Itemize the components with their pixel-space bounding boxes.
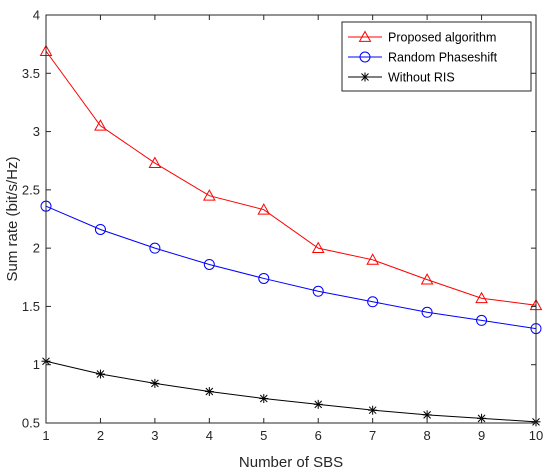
y-tick-label: 1.5 [22, 299, 40, 314]
y-tick-label: 2.5 [22, 182, 40, 197]
legend-marker-random-phaseshift [359, 51, 371, 63]
asterisk-stroke [423, 410, 431, 419]
x-tick-label: 1 [42, 428, 49, 443]
y-tick-label: 1 [33, 357, 40, 372]
data-point-random-phaseshift [476, 314, 488, 326]
data-point-random-phaseshift [258, 272, 270, 284]
legend: Proposed algorithm Random Phaseshift Witho… [341, 21, 532, 92]
legend-marker-proposed-algorithm [358, 30, 372, 42]
legend-label-without-ris: Without RIS [388, 71, 455, 85]
data-point-without-ris [422, 410, 432, 420]
data-point-proposed-algorithm [202, 189, 216, 201]
data-point-proposed-algorithm [475, 291, 488, 304]
x-tick-label: 5 [260, 428, 267, 443]
x-tick-label: 10 [529, 428, 543, 443]
y-axis-ticks: 0.5 1 1.5 2 2.5 3 3.5 4 [22, 8, 536, 431]
x-tick-label: 4 [206, 428, 213, 443]
data-point-random-phaseshift [312, 285, 324, 297]
x-tick-label: 6 [315, 428, 322, 443]
x-tick-label: 8 [423, 428, 430, 443]
data-point-proposed-algorithm [148, 156, 162, 168]
asterisk-stroke [96, 370, 105, 378]
data-point-without-ris [313, 399, 323, 409]
x-tick-label: 7 [369, 428, 376, 443]
data-point-proposed-algorithm [420, 273, 434, 285]
y-tick-label: 2 [33, 241, 40, 256]
data-point-proposed-algorithm [311, 241, 325, 254]
x-axis-ticks: 1 2 3 4 5 6 7 8 9 10 [42, 15, 543, 443]
y-tick-label: 4 [33, 8, 40, 23]
data-point-without-ris [150, 378, 160, 388]
series-line-random-phaseshift [45, 205, 537, 330]
asterisk-stroke [361, 73, 369, 81]
data-point-proposed-algorithm [94, 119, 107, 131]
y-axis-label: Sum rate (bit/s/Hz) [4, 156, 21, 281]
data-point-random-phaseshift [94, 223, 106, 235]
x-axis-label: Number of SBS [239, 454, 343, 471]
data-point-proposed-algorithm [257, 203, 271, 215]
series-layer [39, 44, 543, 427]
plot-frame [45, 14, 537, 424]
data-point-random-phaseshift [203, 258, 215, 270]
legend-label-proposed-algorithm: Proposed algorithm [388, 31, 496, 45]
data-point-without-ris [259, 394, 269, 404]
data-point-without-ris [95, 369, 105, 379]
x-tick-label: 9 [478, 428, 485, 443]
asterisk-stroke [151, 379, 159, 388]
y-tick-label: 0.5 [22, 416, 40, 431]
asterisk-stroke [205, 387, 214, 396]
data-point-random-phaseshift [367, 296, 379, 308]
y-tick-label: 3.5 [22, 66, 40, 81]
asterisk-stroke [368, 406, 377, 415]
x-tick-label: 3 [151, 428, 158, 443]
legend-label-random-phaseshift: Random Phaseshift [388, 51, 498, 65]
data-point-without-ris [204, 387, 214, 397]
series-line-proposed-algorithm [45, 50, 537, 306]
data-point-random-phaseshift [421, 306, 433, 318]
x-tick-label: 2 [97, 428, 104, 443]
series-line-without-ris [45, 360, 537, 423]
data-point-proposed-algorithm [366, 253, 380, 265]
y-tick-label: 3 [33, 124, 40, 139]
data-point-random-phaseshift [149, 242, 161, 254]
data-point-without-ris [368, 405, 378, 415]
asterisk-stroke [314, 400, 323, 409]
asterisk-stroke [259, 394, 268, 403]
legend-marker-without-ris [360, 72, 370, 82]
